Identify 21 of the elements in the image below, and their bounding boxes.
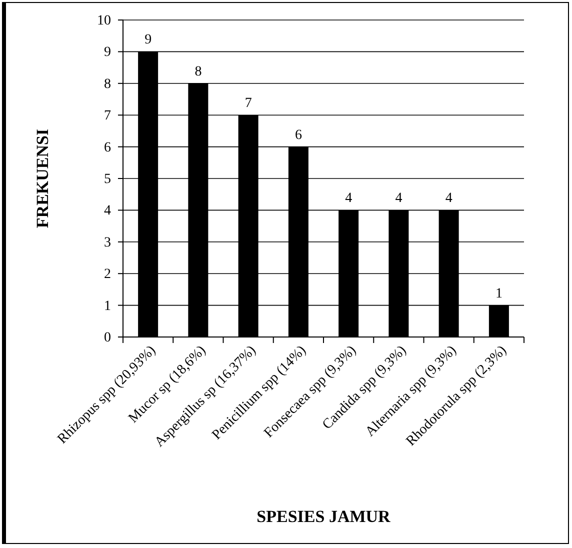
- y-axis-title: FREKUENSI: [33, 128, 52, 228]
- data-label: 8: [194, 64, 202, 80]
- y-tick-label: 6: [104, 140, 111, 156]
- data-label: 1: [495, 286, 502, 302]
- y-tick-label: 9: [104, 45, 111, 60]
- y-tick-label: 2: [104, 267, 111, 282]
- x-axis-title: SPESIES JAMUR: [256, 507, 392, 526]
- data-label: 4: [395, 191, 402, 206]
- y-tick-label: 1: [104, 298, 111, 314]
- y-tick-label: 8: [104, 76, 111, 92]
- data-label: 4: [445, 191, 452, 206]
- y-tick-label: 0: [104, 330, 111, 346]
- y-tick-label: 10: [97, 13, 111, 28]
- data-label: 7: [244, 96, 252, 112]
- data-label: 9: [144, 32, 152, 48]
- data-label: 4: [345, 191, 352, 206]
- y-tick-label: 4: [104, 204, 111, 219]
- data-label: 6: [294, 128, 302, 143]
- y-tick-label: 5: [104, 172, 111, 187]
- y-tick-label: 3: [104, 235, 111, 250]
- y-tick-label: 7: [104, 108, 111, 124]
